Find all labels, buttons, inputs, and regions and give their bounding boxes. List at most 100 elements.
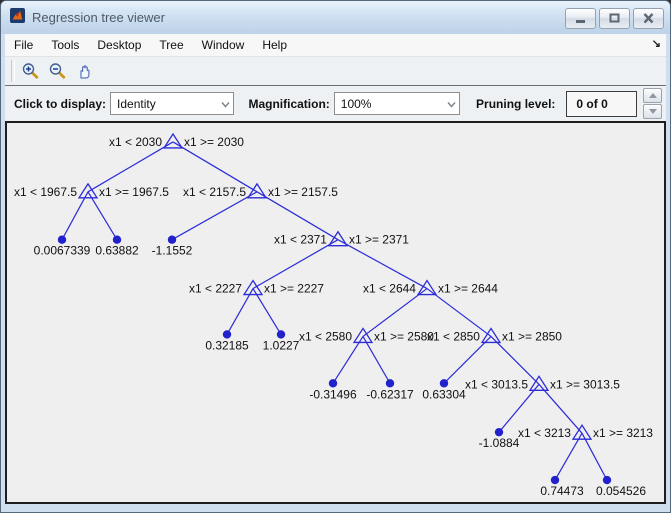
leaf-value-label: 0.63882: [95, 244, 139, 258]
tree-leaf-node[interactable]: [222, 330, 232, 339]
close-icon: [643, 13, 654, 24]
tree-split-node[interactable]: [162, 132, 184, 149]
split-left-label: x1 < 2371: [274, 233, 327, 247]
tree-edge: [337, 239, 428, 290]
pruning-spinner: [643, 88, 662, 119]
leaf-value-label: 1.0227: [263, 338, 300, 352]
minimize-button[interactable]: [565, 8, 596, 29]
spinner-down-button[interactable]: [643, 104, 662, 119]
tree-split-node[interactable]: [416, 279, 438, 296]
tree-edge: [172, 141, 258, 193]
split-left-label: x1 < 2580: [299, 329, 352, 343]
menu-file[interactable]: File: [14, 38, 34, 52]
matlab-logo-icon: [10, 7, 25, 28]
menu-window[interactable]: Window: [201, 38, 245, 52]
leaf-value-label: 0.054526: [596, 484, 646, 498]
tree-canvas[interactable]: x1 < 2030 x1 >= 2030 x1 < 1967.5 x1 >= 1967…: [5, 121, 666, 504]
menu-tree[interactable]: Tree: [159, 38, 184, 52]
tree-edge: [61, 191, 89, 240]
tree-split-node[interactable]: [480, 327, 502, 344]
split-right-label: x1 >= 1967.5: [99, 185, 169, 199]
tree-edge: [538, 383, 583, 434]
chevron-down-icon: [447, 101, 456, 108]
leaf-value-label: 0.74473: [540, 484, 584, 498]
tree-leaf-node[interactable]: [167, 235, 177, 244]
chevron-down-icon: [221, 101, 230, 108]
menu-tools[interactable]: Tools: [51, 38, 80, 52]
split-left-label: x1 < 1967.5: [14, 185, 77, 199]
magnification-label: Magnification:: [248, 96, 330, 111]
tree-edge: [332, 336, 364, 384]
tree-leaf-node[interactable]: [112, 235, 122, 244]
magnification-value: 100%: [340, 96, 372, 111]
leaf-value-label: 0.0067339: [34, 244, 91, 258]
window-body: File Tools Desktop Tree Window Help ↘: [5, 34, 666, 504]
split-right-label: x1 >= 2644: [438, 282, 498, 296]
split-left-label: x1 < 2030: [109, 135, 162, 149]
pan-button[interactable]: [74, 61, 95, 82]
split-right-label: x1 >= 2580: [374, 329, 434, 343]
dock-arrow-icon[interactable]: ↘: [651, 38, 661, 50]
tree-edge: [252, 239, 339, 290]
split-right-label: x1 >= 2157.5: [268, 185, 338, 199]
tree-edge: [581, 432, 608, 481]
leaf-value-label: 0.63304: [422, 387, 466, 401]
tool-bar: [5, 57, 666, 85]
tree-leaf-node[interactable]: [602, 475, 612, 485]
click-to-display-label: Click to display:: [14, 96, 107, 111]
leaf-value-label: -0.31496: [309, 387, 357, 401]
triangle-down-icon: [648, 109, 657, 114]
tree-leaf-node[interactable]: [385, 379, 395, 388]
tree-leaf-node[interactable]: [494, 427, 504, 437]
tree-leaf-node[interactable]: [550, 475, 560, 485]
zoom-out-button[interactable]: [47, 61, 68, 82]
menu-help[interactable]: Help: [262, 38, 287, 52]
tree-edge: [362, 288, 428, 337]
tree-leaf-node[interactable]: [276, 330, 286, 339]
split-right-label: x1 >= 2030: [184, 135, 244, 149]
tree-split-node[interactable]: [571, 424, 593, 440]
close-button[interactable]: [633, 8, 664, 29]
tree-split-node[interactable]: [528, 375, 550, 391]
tree-edge: [87, 141, 174, 193]
control-bar: Click to display: Identity Magnification…: [5, 85, 666, 121]
split-left-label: x1 < 3013.5: [465, 377, 528, 391]
magnification-select[interactable]: 100%: [333, 92, 461, 115]
restore-icon: [609, 13, 620, 23]
tree-split-node[interactable]: [242, 279, 264, 296]
tree-edge: [362, 336, 391, 384]
spinner-up-button[interactable]: [643, 88, 662, 103]
restore-button[interactable]: [599, 8, 630, 29]
leaf-value-label: -1.0884: [479, 436, 520, 450]
menu-desktop[interactable]: Desktop: [97, 38, 142, 52]
window-title: Regression tree viewer: [32, 10, 165, 25]
split-left-label: x1 < 2157.5: [183, 185, 246, 199]
tree-split-node[interactable]: [327, 230, 349, 247]
split-right-label: x1 >= 3213: [593, 426, 653, 440]
leaf-value-label: -0.62317: [366, 387, 414, 401]
click-to-display-value: Identity: [117, 96, 156, 111]
minimize-icon: [576, 20, 585, 23]
pruning-level-field[interactable]: 0 of 0: [566, 90, 637, 117]
split-right-label: x1 >= 2227: [264, 282, 324, 296]
zoom-in-button[interactable]: [20, 61, 41, 82]
title-bar: Regression tree viewer: [1, 1, 670, 34]
tree-split-node[interactable]: [352, 327, 374, 344]
split-left-label: x1 < 3213: [518, 426, 571, 440]
zoom-out-icon: [49, 62, 66, 79]
tree-edge: [498, 383, 540, 433]
zoom-in-icon: [22, 62, 39, 79]
click-to-display-select[interactable]: Identity: [110, 92, 235, 115]
tree-edge: [252, 288, 282, 335]
leaf-value-label: 0.32185: [205, 338, 249, 352]
tree-edge: [490, 336, 540, 385]
tree-split-node[interactable]: [77, 182, 99, 199]
tree-leaf-node[interactable]: [328, 379, 338, 388]
tree-leaf-node[interactable]: [439, 379, 449, 388]
tree-split-node[interactable]: [246, 182, 268, 199]
split-right-label: x1 >= 2850: [502, 329, 562, 343]
split-left-label: x1 < 2850: [427, 329, 480, 343]
tree-leaf-node[interactable]: [57, 235, 67, 244]
split-left-label: x1 < 2644: [363, 282, 416, 296]
